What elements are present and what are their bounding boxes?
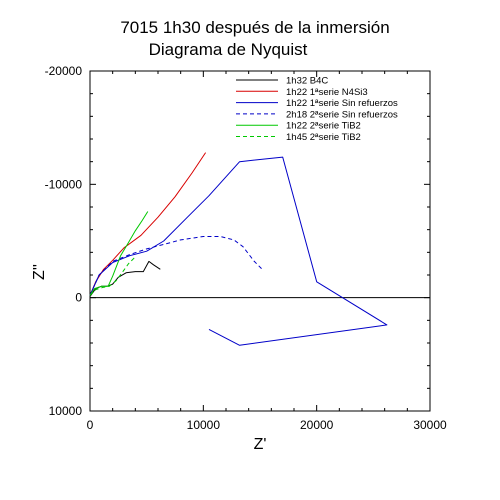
chart-title: 7015 1h30 después de la inmersión xyxy=(120,18,389,37)
chart-subtitle: Diagrama de Nyquist xyxy=(149,40,308,59)
series-line-5 xyxy=(89,211,149,296)
y-tick-label: 10000 xyxy=(49,404,83,418)
x-tick-label: 30000 xyxy=(413,418,447,432)
x-tick-label: 20000 xyxy=(300,418,334,432)
series-layer xyxy=(89,152,388,346)
series-line-3 xyxy=(89,156,388,346)
x-axis-label: Z' xyxy=(254,436,267,453)
axis-ticks: 0 10000 20000 30000 -20000 -10000 0 10000 xyxy=(45,64,447,432)
series-line-6 xyxy=(89,257,135,296)
legend-label-5: 1h22 2ªserie TiB2 xyxy=(286,121,361,132)
plot-area xyxy=(89,70,431,412)
y-tick-label: -10000 xyxy=(45,177,83,191)
y-axis-label: Z'' xyxy=(31,264,48,280)
x-tick-label: 0 xyxy=(87,418,94,432)
series-line-2 xyxy=(89,152,207,296)
y-tick-label: 0 xyxy=(75,291,82,305)
series-line-4 xyxy=(89,236,264,296)
legend-label-3: 1h22 1ªserie Sin refuerzos xyxy=(286,98,398,109)
y-tick-label: -20000 xyxy=(45,64,83,78)
legend-label-6: 1h45 2ªserie TiB2 xyxy=(286,132,361,143)
legend-label-2: 1h22 1ªserie N4Si3 xyxy=(286,87,368,98)
legend-label-4: 2h18 2ªserie Sin refuerzos xyxy=(286,109,398,120)
x-tick-label: 10000 xyxy=(187,418,221,432)
legend-label-1: 1h32 B4C xyxy=(286,76,328,87)
